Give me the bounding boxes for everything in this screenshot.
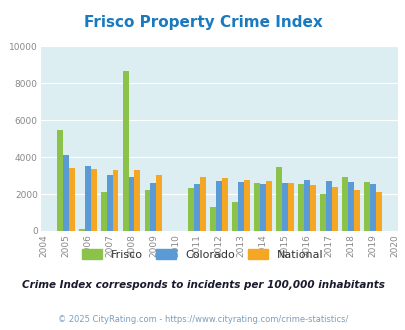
Bar bbox=[210, 207, 216, 231]
Bar bbox=[57, 130, 63, 231]
Bar bbox=[375, 192, 381, 231]
Bar bbox=[319, 194, 325, 231]
Bar bbox=[150, 183, 156, 231]
Bar bbox=[265, 181, 271, 231]
Bar bbox=[260, 184, 265, 231]
Bar bbox=[275, 167, 281, 231]
Bar bbox=[216, 181, 222, 231]
Bar bbox=[128, 178, 134, 231]
Bar bbox=[68, 168, 75, 231]
Bar bbox=[254, 183, 260, 231]
Bar bbox=[85, 166, 90, 231]
Bar bbox=[303, 180, 309, 231]
Bar bbox=[281, 182, 287, 231]
Bar bbox=[90, 169, 96, 231]
Bar bbox=[243, 180, 249, 231]
Bar bbox=[325, 181, 331, 231]
Bar bbox=[331, 187, 337, 231]
Bar bbox=[122, 71, 128, 231]
Bar bbox=[347, 182, 353, 231]
Text: Frisco Property Crime Index: Frisco Property Crime Index bbox=[83, 15, 322, 30]
Bar bbox=[200, 177, 206, 231]
Legend: Frisco, Colorado, National: Frisco, Colorado, National bbox=[77, 245, 328, 264]
Bar bbox=[188, 187, 194, 231]
Bar bbox=[134, 170, 140, 231]
Bar bbox=[156, 175, 162, 231]
Bar bbox=[107, 175, 112, 231]
Bar bbox=[194, 184, 200, 231]
Bar bbox=[79, 229, 85, 231]
Bar bbox=[341, 177, 347, 231]
Bar bbox=[232, 202, 238, 231]
Bar bbox=[112, 170, 118, 231]
Bar bbox=[297, 184, 303, 231]
Bar bbox=[353, 190, 359, 231]
Bar bbox=[363, 182, 369, 231]
Bar bbox=[63, 155, 68, 231]
Bar bbox=[238, 182, 243, 231]
Text: Crime Index corresponds to incidents per 100,000 inhabitants: Crime Index corresponds to incidents per… bbox=[21, 280, 384, 290]
Bar bbox=[287, 183, 293, 231]
Bar bbox=[222, 178, 228, 231]
Text: © 2025 CityRating.com - https://www.cityrating.com/crime-statistics/: © 2025 CityRating.com - https://www.city… bbox=[58, 315, 347, 324]
Bar bbox=[309, 185, 315, 231]
Bar bbox=[369, 184, 375, 231]
Bar bbox=[100, 192, 107, 231]
Bar bbox=[144, 190, 150, 231]
